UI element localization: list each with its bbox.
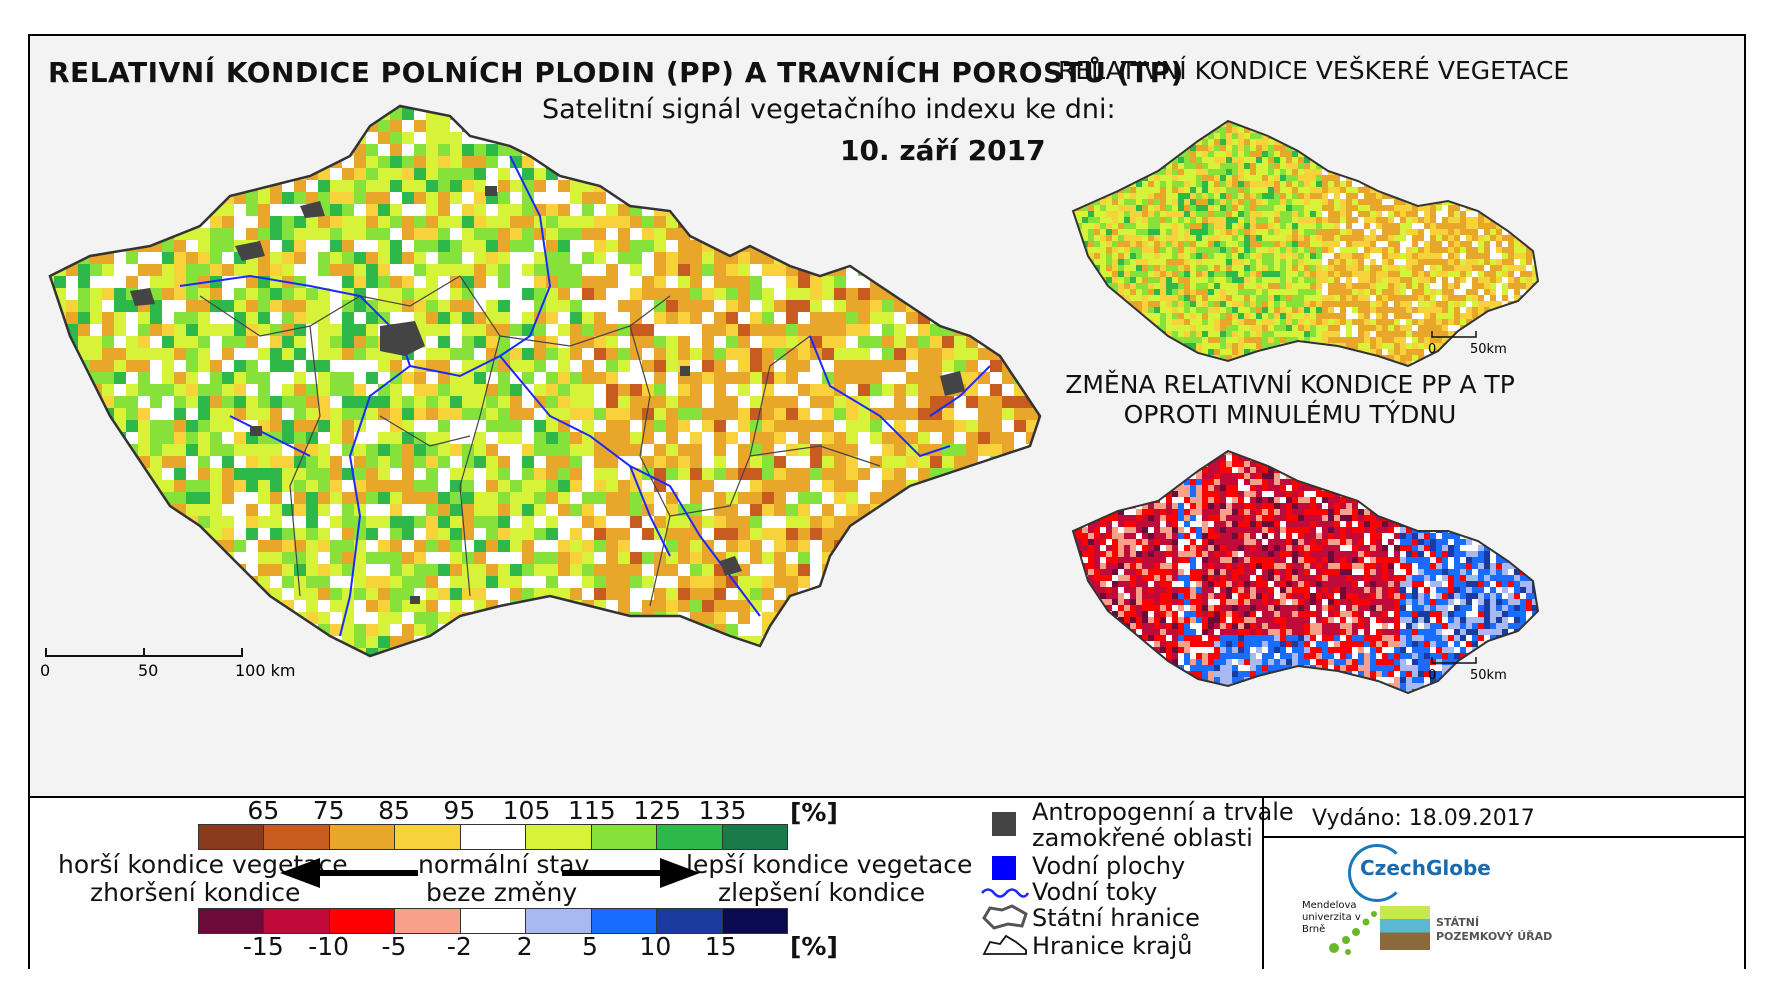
legend-tick: -2 [446,932,472,961]
condition-unit: [%] [790,798,838,827]
legend-swatch [590,825,657,849]
main-condition-map: 0 50 100 km [40,104,1042,680]
legend-swatch [721,825,787,849]
inset-top-scale-bar: 0 50km [1428,331,1507,357]
main-scale-50: 50 [138,661,158,680]
map-area: RELATIVNÍ KONDICE POLNÍCH PLODIN (PP) A … [30,36,1744,796]
water-courses-label: Vodní toky [1032,878,1158,906]
region-border-icon [982,934,1027,955]
main-scale-0: 0 [40,661,50,680]
water-bodies-label: Vodní plochy [1032,852,1186,880]
legend-swatch [656,825,722,849]
legend-swatch [394,909,460,933]
main-scale-100: 100 km [235,661,295,680]
legend-swatch [656,909,722,933]
inset-bottom-scale-0: 0 [1428,668,1436,683]
legend-swatch [721,909,787,933]
normal-state-label: normální stav [418,850,590,879]
legend-swatch [459,825,526,849]
legend-tick: 135 [698,796,747,825]
spu-logo-2: POZEMKOVÝ ÚŘAD [1436,930,1553,943]
inset-bottom-title-1: ZMĚNA RELATIVNÍ KONDICE PP A TP [1065,370,1515,399]
inset-bottom-title-2: OPROTI MINULÉMU TÝDNU [1123,400,1457,429]
water-course-icon [981,888,1030,898]
legend-tick: 10 [639,932,672,961]
inset-change-map: 0 50km [1072,450,1539,694]
spu-logo-icon [1380,906,1430,950]
mendelu-dots-icon [1329,911,1377,955]
legend-tick: 115 [568,796,616,825]
legend-tick: -5 [381,932,407,961]
legend-tick: -10 [308,932,350,961]
spu-logo-1: STÁTNÍ [1436,916,1480,929]
legend-tick: 5 [582,932,598,961]
legend-swatch [263,909,329,933]
anthropogenic-swatch [992,812,1016,836]
region-border-label: Hranice krajů [1032,932,1193,960]
water-bodies-swatch [992,856,1016,880]
legend-tick: 125 [633,796,682,825]
better-condition-label: lepší kondice vegetace [686,850,973,879]
no-change-label: beze změny [426,878,578,907]
issued-date: Vydáno: 18.09.2017 [1312,806,1535,831]
legend-swatch [525,909,591,933]
legend-arrows [280,858,700,888]
better-change-label: zlepšení kondice [718,878,926,907]
legend-swatch [328,909,395,933]
legend-swatch [525,825,591,849]
mendelu-logo: Mendelova univerzita v Brně [1302,900,1361,935]
legend-swatch [199,909,264,933]
legend-tick: -15 [242,932,284,961]
state-border-icon [982,904,1028,930]
legend-tick: 95 [443,796,476,825]
main-title: RELATIVNÍ KONDICE POLNÍCH PLODIN (PP) A … [48,56,1184,89]
legend-swatch [328,825,395,849]
divider [1262,798,1264,969]
inset-vegetation-raster [1073,121,1538,366]
legend-area: 65 75 85 95 105 115 125 135 [%] horší kondice v… [30,796,1744,969]
right-arrow-icon [562,858,700,888]
subtitle: Satelitní signál vegetačního indexu ke d… [542,94,1116,125]
legend-swatch [394,825,460,849]
inset-top-scale-50: 50km [1470,342,1507,357]
legend-swatch [263,825,329,849]
inset-top-title: RELATIVNÍ KONDICE VEŠKERÉ VEGETACE [1058,56,1570,85]
worse-change-label: zhoršení kondice [90,878,301,907]
date-label: 10. září 2017 [840,134,1046,167]
legend-tick: 15 [704,932,737,961]
condition-color-bar [198,824,788,850]
legend-tick: 2 [516,932,533,961]
legend-swatch [590,909,657,933]
inset-change-raster [1073,451,1538,693]
anthropogenic-label-1: Antropogenní a trvale [1032,798,1294,826]
inset-bottom-scale-50: 50km [1470,668,1507,683]
legend-tick: 85 [378,796,410,825]
inset-vegetation-map: 0 50km [1072,120,1539,367]
main-scale-bar: 0 50 100 km [40,648,295,680]
inset-bottom-scale-bar: 0 50km [1428,657,1507,683]
legend-swatch [199,825,264,849]
change-color-bar [198,908,788,934]
legend-swatch [459,909,526,933]
change-unit: [%] [790,932,838,961]
czechglobe-logo: CzechGlobe [1360,856,1491,880]
region-borders [199,275,881,607]
legend-tick: 65 [247,796,280,825]
divider [1264,836,1744,838]
legend-tick: 105 [502,796,551,825]
anthropogenic-areas [130,186,965,604]
map-frame: RELATIVNÍ KONDICE POLNÍCH PLODIN (PP) A … [28,34,1746,969]
left-arrow-icon [280,858,418,888]
czechglobe-logo-icon [1348,844,1406,902]
anthropogenic-label-2: zamokřené oblasti [1032,824,1253,852]
inset-top-scale-0: 0 [1428,342,1436,357]
legend-tick: 75 [312,796,345,825]
state-border-label: Státní hranice [1032,904,1200,932]
